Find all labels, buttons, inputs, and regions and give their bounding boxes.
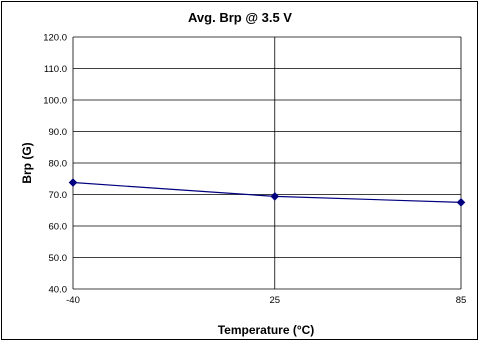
y-tick-label: 50.0 bbox=[49, 253, 68, 264]
x-axis-ticks: -40 25 85 bbox=[66, 295, 466, 306]
y-tick-label: 120.0 bbox=[43, 33, 67, 44]
data-point-marker bbox=[68, 178, 78, 187]
y-axis-ticks: 40.0 50.0 60.0 70.0 80.0 90.0 100.0 110.0 120.0 bbox=[43, 33, 67, 296]
y-tick-label: 70.0 bbox=[49, 190, 68, 201]
series-layer bbox=[68, 178, 466, 207]
x-axis-label: Temperature (°C) bbox=[218, 323, 315, 337]
x-tick-label: 85 bbox=[456, 295, 467, 306]
y-tick-label: 80.0 bbox=[49, 159, 68, 170]
x-tick-label: -40 bbox=[66, 295, 80, 306]
x-tick-label: 25 bbox=[269, 295, 280, 306]
y-tick-label: 100.0 bbox=[43, 96, 67, 107]
y-tick-label: 90.0 bbox=[49, 127, 68, 138]
chart-title: Avg. Brp @ 3.5 V bbox=[188, 10, 292, 25]
data-point-marker bbox=[270, 192, 280, 201]
data-point-marker bbox=[456, 198, 466, 207]
y-axis-label: Brp (G) bbox=[20, 142, 34, 183]
grid-layer bbox=[72, 36, 462, 290]
y-tick-label: 110.0 bbox=[44, 64, 67, 75]
y-tick-label: 60.0 bbox=[49, 222, 68, 233]
y-tick-label: 40.0 bbox=[49, 285, 68, 296]
